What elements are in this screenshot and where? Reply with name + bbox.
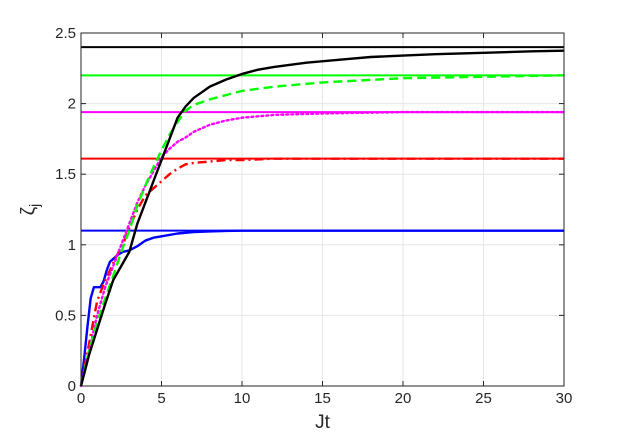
tick-labels: 0 5 10 15 20 25 30 0 0.5 1 1.5 2 2.5 [55,25,572,407]
series-group [79,46,566,388]
y-tick-label: 1 [68,237,76,254]
x-tick-label: 15 [314,390,331,407]
x-tick-label: 0 [77,390,85,407]
series-line-7 [79,110,566,388]
grid [80,32,565,387]
series-line-6 [79,157,564,387]
y-axis-title: ζj [18,204,42,216]
x-axis-title: Jt [315,412,331,433]
y-axis-title-symbol: ζ [18,206,39,215]
ticks [80,32,565,387]
x-tick-label: 30 [556,390,573,407]
series-line-5 [79,229,564,387]
x-tick-label: 10 [234,390,251,407]
series-line-9 [79,49,565,387]
y-tick-label: 0.5 [55,307,76,324]
y-axis-title-subscript: j [26,204,42,208]
series-line-8 [79,74,565,387]
y-tick-label: 2.5 [55,25,76,42]
x-tick-label: 20 [395,390,412,407]
y-tick-label: 1.5 [55,166,76,183]
x-tick-label: 5 [157,390,165,407]
x-tick-label: 25 [475,390,492,407]
y-tick-label: 0 [68,378,76,395]
y-tick-label: 2 [68,96,76,113]
